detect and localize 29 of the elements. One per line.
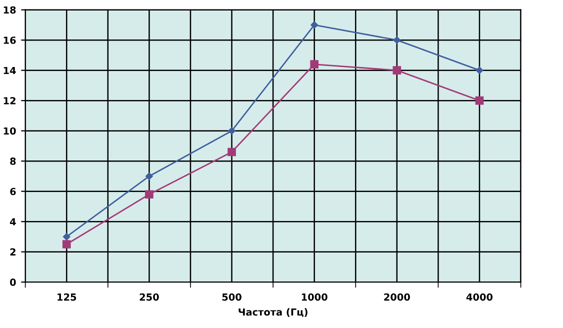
point <box>62 240 71 248</box>
x-tick-label: 1000 <box>302 293 328 301</box>
point <box>145 190 154 199</box>
x-tick-label: 4000 <box>466 293 493 301</box>
x-tick-label: 500 <box>222 293 242 301</box>
y-tick-label: 10 <box>4 127 16 135</box>
y-tick-label: 8 <box>10 158 16 165</box>
y-tick-label: 14 <box>4 66 16 74</box>
y-tick-label: 18 <box>4 6 16 14</box>
point <box>393 36 401 44</box>
x-tick-label: 250 <box>140 293 159 301</box>
point <box>475 96 484 105</box>
y-tick-label: 6 <box>10 188 16 196</box>
point <box>310 21 318 29</box>
point <box>228 127 236 134</box>
point <box>392 66 402 75</box>
point <box>476 66 484 74</box>
point <box>310 60 319 68</box>
point <box>146 172 153 180</box>
x-axis-title: Частота (Гц) <box>238 308 308 317</box>
y-tick-label: 16 <box>4 36 16 44</box>
y-tick-label: 2 <box>10 248 16 256</box>
x-tick-label: 125 <box>58 293 76 301</box>
point <box>228 148 236 156</box>
x-tick-label: 2000 <box>384 293 410 301</box>
point <box>62 233 70 240</box>
y-tick-label: 4 <box>10 218 16 226</box>
y-tick-label: 0 <box>10 278 16 286</box>
y-tick-label: 12 <box>4 97 16 104</box>
